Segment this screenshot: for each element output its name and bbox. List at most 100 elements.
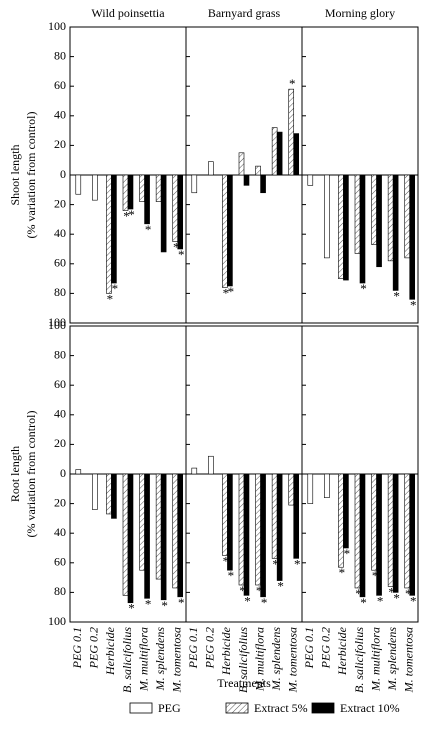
bar	[127, 174, 134, 210]
y-tick-label: 80	[54, 48, 66, 62]
bar	[155, 174, 162, 202]
x-tick-label: M. multiflora	[252, 627, 266, 692]
significance-marker: *	[388, 584, 395, 599]
y-tick-label: 60	[54, 256, 66, 270]
y-tick-label: 20	[54, 495, 66, 509]
legend-swatch	[225, 702, 249, 714]
bar	[404, 473, 411, 589]
y-axis-label: (% variation from control)	[24, 112, 38, 239]
significance-marker: *	[161, 598, 168, 613]
x-tick-label: B. salicifolius	[120, 627, 134, 693]
bar	[255, 165, 261, 176]
bar	[387, 473, 394, 587]
significance-marker: *	[107, 291, 114, 306]
y-tick-label: 20	[54, 196, 66, 210]
bar	[409, 473, 416, 596]
bar	[243, 174, 250, 186]
bar	[177, 174, 184, 250]
bar	[371, 473, 377, 571]
significance-marker: *	[223, 285, 230, 300]
significance-marker: *	[289, 76, 296, 91]
significance-marker: *	[228, 568, 235, 583]
x-tick-label: PEG 0.1	[302, 627, 316, 669]
bar	[271, 127, 278, 176]
significance-marker: *	[145, 222, 152, 237]
bar	[144, 473, 150, 599]
y-tick-label: 60	[54, 377, 66, 391]
bar	[354, 473, 361, 589]
y-tick-label: 40	[54, 108, 66, 122]
y-axis-label: (% variation from control)	[24, 411, 38, 538]
x-tick-label: B. salicifolius	[236, 627, 250, 693]
bar	[293, 133, 300, 176]
y-tick-label: 40	[54, 407, 66, 421]
significance-marker: *	[128, 601, 135, 616]
significance-marker: *	[405, 586, 412, 601]
bar	[92, 473, 98, 510]
significance-marker: *	[123, 209, 130, 224]
y-tick-label: 20	[54, 137, 66, 151]
x-tick-label: M. splendens	[153, 627, 167, 692]
significance-marker: *	[239, 583, 246, 598]
bar	[238, 473, 245, 586]
bar	[409, 174, 416, 300]
bar	[172, 473, 179, 589]
x-tick-label: PEG 0.2	[319, 627, 333, 669]
x-tick-label: PEG 0.1	[70, 627, 84, 669]
significance-marker: *	[178, 247, 185, 262]
y-tick-label: 0	[60, 167, 66, 181]
bar	[208, 161, 214, 176]
bar	[227, 473, 233, 571]
legend-label: PEG	[158, 701, 181, 715]
bar	[260, 174, 266, 194]
y-tick-label: 40	[54, 525, 66, 539]
bar	[208, 455, 214, 475]
significance-marker: *	[223, 553, 230, 568]
significance-marker: *	[178, 595, 185, 610]
y-tick-label: 20	[54, 436, 66, 450]
significance-marker: *	[355, 586, 362, 601]
x-tick-label: M. multiflora	[368, 627, 382, 692]
bar	[106, 473, 112, 515]
x-tick-label: PEG 0.1	[186, 627, 200, 669]
significance-marker: *	[256, 583, 263, 598]
x-tick-label: Herbicide	[219, 626, 233, 676]
significance-marker: *	[261, 595, 268, 610]
significance-marker: *	[128, 207, 135, 222]
x-tick-label: Herbicide	[335, 626, 349, 676]
y-tick-label: 0	[60, 466, 66, 480]
x-tick-label: M. splendens	[269, 627, 283, 692]
significance-marker: *	[228, 284, 235, 299]
bar	[392, 174, 399, 291]
bar	[111, 174, 117, 284]
bar	[155, 473, 162, 580]
bar	[139, 174, 145, 202]
bar	[122, 174, 129, 211]
bar	[172, 174, 179, 242]
bar	[324, 174, 330, 259]
bar	[387, 174, 394, 262]
bar	[92, 174, 98, 201]
bar	[276, 131, 283, 176]
panel-title: Morning glory	[325, 6, 395, 20]
x-tick-label: M. tomentosa	[285, 627, 299, 693]
significance-marker: *	[272, 556, 279, 571]
bar	[343, 473, 349, 549]
y-tick-label: 100	[48, 19, 66, 33]
bar	[75, 469, 82, 475]
bar	[144, 174, 150, 225]
bar	[191, 467, 198, 475]
significance-marker: *	[372, 568, 379, 583]
bar	[276, 473, 283, 581]
bar	[288, 88, 295, 176]
bar	[243, 473, 250, 596]
bar	[324, 473, 330, 498]
y-axis-label: Shoot length	[8, 144, 22, 205]
legend-label: Extract 10%	[340, 701, 400, 715]
bar	[139, 473, 145, 571]
significance-marker: *	[377, 593, 384, 608]
significance-marker: *	[410, 593, 417, 608]
bar	[260, 473, 266, 598]
y-tick-label: 40	[54, 226, 66, 240]
bar	[222, 473, 228, 556]
